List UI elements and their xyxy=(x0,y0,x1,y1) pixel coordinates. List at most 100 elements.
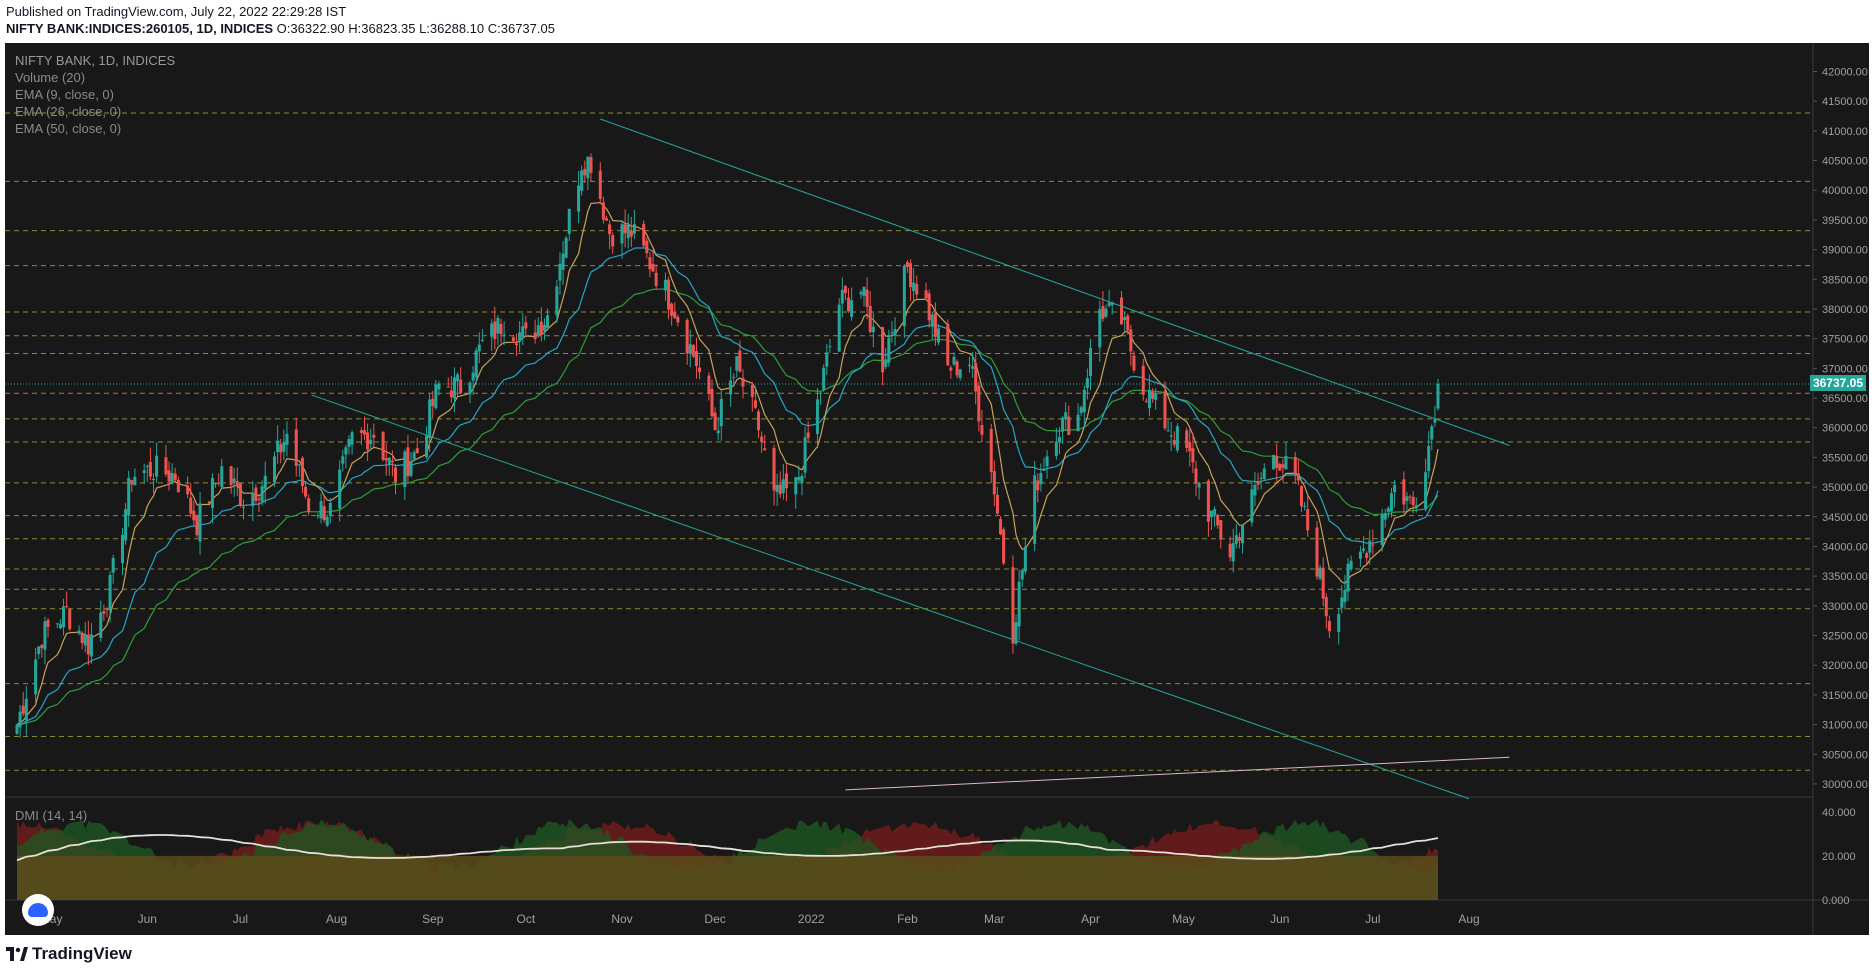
candle-body xyxy=(1014,622,1018,644)
candle-body xyxy=(124,509,128,541)
time-tick-label: Dec xyxy=(704,912,725,926)
candle-body xyxy=(189,497,193,514)
candle-body xyxy=(477,344,481,352)
candle-body xyxy=(459,379,463,394)
ema-9-line xyxy=(16,201,1439,726)
price-tick-label: 38500.00 xyxy=(1822,274,1868,286)
time-tick-label: Jun xyxy=(1270,912,1289,926)
time-tick-label: Mar xyxy=(984,912,1005,926)
candle-body xyxy=(1427,445,1431,472)
candle-body xyxy=(254,487,258,501)
candle-body xyxy=(359,430,363,433)
candle-body xyxy=(580,170,584,191)
candle-body xyxy=(1144,401,1148,403)
time-tick-label: Nov xyxy=(611,912,632,926)
candle-body xyxy=(344,447,348,455)
candle-body xyxy=(229,466,233,485)
candle-body xyxy=(632,224,636,234)
candle-body xyxy=(1393,485,1397,493)
candle-body xyxy=(214,483,218,485)
time-tick-label: Aug xyxy=(1458,912,1479,926)
candle-body xyxy=(1253,484,1257,496)
ema-26-line xyxy=(16,247,1439,726)
time-tick-label: Jul xyxy=(1365,912,1380,926)
price-tick-label: 38000.00 xyxy=(1822,304,1868,316)
candle-body xyxy=(784,473,788,489)
candle-body xyxy=(279,444,283,453)
candle-body xyxy=(868,306,872,332)
candle-body xyxy=(217,482,221,484)
candle-body xyxy=(68,609,72,629)
price-tick-label: 30000.00 xyxy=(1822,779,1868,791)
candle-body xyxy=(1281,464,1285,468)
candle-body xyxy=(1368,540,1372,553)
candle-body xyxy=(1166,430,1170,432)
candle-body xyxy=(583,168,587,176)
candle-body xyxy=(133,476,137,486)
candle-body xyxy=(713,412,717,431)
candle-body xyxy=(1085,378,1089,388)
candle-body xyxy=(936,328,940,343)
candle-body xyxy=(362,430,367,435)
candle-body xyxy=(381,431,385,460)
legend-ema-9[interactable]: EMA (9, close, 0) xyxy=(15,87,114,102)
candle-body xyxy=(384,458,388,461)
price-tick-label: 36000.00 xyxy=(1822,423,1868,435)
candle-body xyxy=(518,332,522,342)
candle-body xyxy=(425,435,429,458)
candle-body xyxy=(58,624,62,629)
candle-body xyxy=(366,432,370,450)
candle-body xyxy=(1362,548,1366,551)
candle-body xyxy=(946,323,950,366)
candle-body xyxy=(251,492,255,507)
candle-body xyxy=(626,224,630,239)
candle-body xyxy=(186,486,190,495)
candle-body xyxy=(297,464,301,466)
legend-ema-50[interactable]: EMA (50, close, 0) xyxy=(15,121,122,136)
candle-body xyxy=(881,327,885,373)
candle-body xyxy=(294,429,298,467)
candle-body xyxy=(546,315,550,329)
candle-body xyxy=(34,659,38,695)
candle-body xyxy=(1365,553,1369,559)
candle-body xyxy=(1197,482,1201,488)
candle-body xyxy=(1023,546,1027,572)
candle-body xyxy=(775,484,779,493)
legend-ema-26[interactable]: EMA (26, close, 0) xyxy=(15,104,122,119)
candle-body xyxy=(130,480,134,485)
candle-body xyxy=(412,452,416,460)
candle-body xyxy=(685,319,689,354)
candle-body xyxy=(40,644,44,649)
candle-body xyxy=(781,479,785,494)
candle-body xyxy=(846,297,851,312)
candle-body xyxy=(192,510,196,521)
candle-body xyxy=(167,470,171,482)
candle-body xyxy=(1318,567,1322,579)
price-tick-label: 33500.00 xyxy=(1822,571,1868,583)
candle-body xyxy=(304,486,308,497)
price-tick-label: 35000.00 xyxy=(1822,482,1868,494)
candle-body xyxy=(307,498,311,512)
footer-brand-text: TradingView xyxy=(32,944,132,963)
candle-body xyxy=(480,339,484,341)
candle-body xyxy=(806,432,810,438)
candle-body xyxy=(99,612,103,638)
candle-body xyxy=(753,400,757,408)
candle-body xyxy=(915,283,919,295)
candle-body xyxy=(1262,468,1266,479)
tradingview-badge[interactable] xyxy=(22,894,54,926)
candle-body xyxy=(176,479,180,493)
candle-body xyxy=(688,344,692,354)
candle-body xyxy=(403,451,407,487)
candle-body xyxy=(46,620,50,627)
legend-volume[interactable]: Volume (20) xyxy=(15,70,86,85)
chart-pane[interactable]: 42000.00 41500.00 41000.00 40500.00 40000.00… xyxy=(5,43,1869,935)
dmi-legend[interactable]: DMI (14, 14) xyxy=(15,808,88,823)
candle-body xyxy=(558,263,562,281)
candle-body xyxy=(521,326,525,338)
chart-canvas[interactable]: 42000.00 41500.00 41000.00 40500.00 40000.00… xyxy=(5,43,1869,935)
candle-body xyxy=(1436,383,1440,409)
candle-body xyxy=(173,473,177,481)
footer-brand[interactable]: TradingView xyxy=(6,944,132,964)
candle-body xyxy=(1163,391,1167,429)
